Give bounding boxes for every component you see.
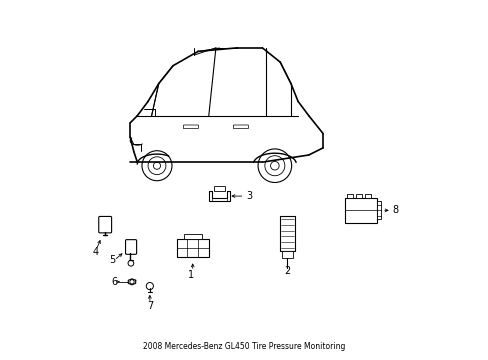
FancyBboxPatch shape <box>125 240 136 254</box>
FancyBboxPatch shape <box>344 198 376 223</box>
FancyBboxPatch shape <box>183 234 201 239</box>
FancyBboxPatch shape <box>99 216 111 233</box>
Text: 7: 7 <box>147 301 153 311</box>
Text: 6: 6 <box>111 278 117 287</box>
FancyBboxPatch shape <box>355 194 361 198</box>
Text: 4: 4 <box>93 247 99 257</box>
Text: 2: 2 <box>284 266 290 276</box>
FancyBboxPatch shape <box>176 239 208 257</box>
Text: 5: 5 <box>108 255 115 265</box>
FancyBboxPatch shape <box>280 216 294 251</box>
FancyBboxPatch shape <box>214 186 224 191</box>
FancyBboxPatch shape <box>346 194 352 198</box>
FancyBboxPatch shape <box>376 202 380 219</box>
Text: 3: 3 <box>246 190 252 201</box>
FancyBboxPatch shape <box>282 251 292 258</box>
Text: 1: 1 <box>188 270 194 280</box>
FancyBboxPatch shape <box>364 194 370 198</box>
Text: 8: 8 <box>392 205 398 215</box>
Text: 2008 Mercedes-Benz GL450 Tire Pressure Monitoring: 2008 Mercedes-Benz GL450 Tire Pressure M… <box>143 342 345 351</box>
